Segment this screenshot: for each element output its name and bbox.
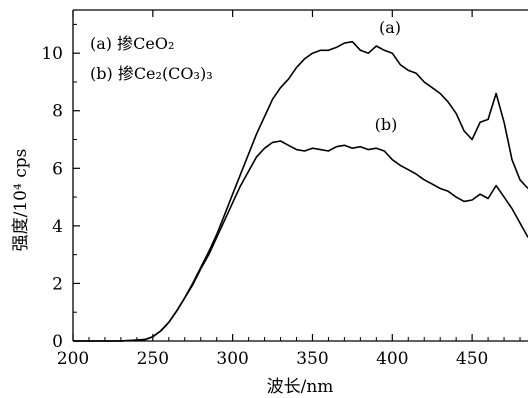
x-tick-label: 300 [216,349,248,369]
x-tick-label: 450 [456,349,488,369]
series-line-b [73,140,528,342]
x-axis-title: 波长/nm [267,377,334,397]
labels: 200 250 300 350 400 450 0 2 4 6 8 10 (a) (b) (a) 掺CeO₂… [41,18,488,369]
series-annotation-b: (b) [375,115,398,134]
x-tick-label: 250 [137,349,169,369]
x-tick-label: 350 [296,349,328,369]
y-tick-label: 4 [52,217,63,237]
series-line-a [73,40,528,342]
x-tick-label: 200 [57,349,89,369]
y-tick-label: 10 [41,44,63,64]
y-tick-label: 6 [52,159,63,179]
x-tick-label: 400 [376,349,408,369]
y-axis-title: 强度/10⁴ cps [11,149,31,252]
y-tick-label: 2 [52,274,63,294]
y-tick-label: 0 [52,332,63,352]
y-tick-label: 8 [52,102,63,122]
y-axis-title-group: 强度/10⁴ cps [11,149,31,252]
series-lines [73,40,528,342]
legend-entry: (b) 掺Ce₂(CO₃)₃ [90,64,213,83]
series-annotation-a: (a) [379,18,401,37]
x-axis-title-group: 波长/nm [267,377,334,397]
legend-entry: (a) 掺CeO₂ [90,34,174,53]
axes [72,9,528,342]
